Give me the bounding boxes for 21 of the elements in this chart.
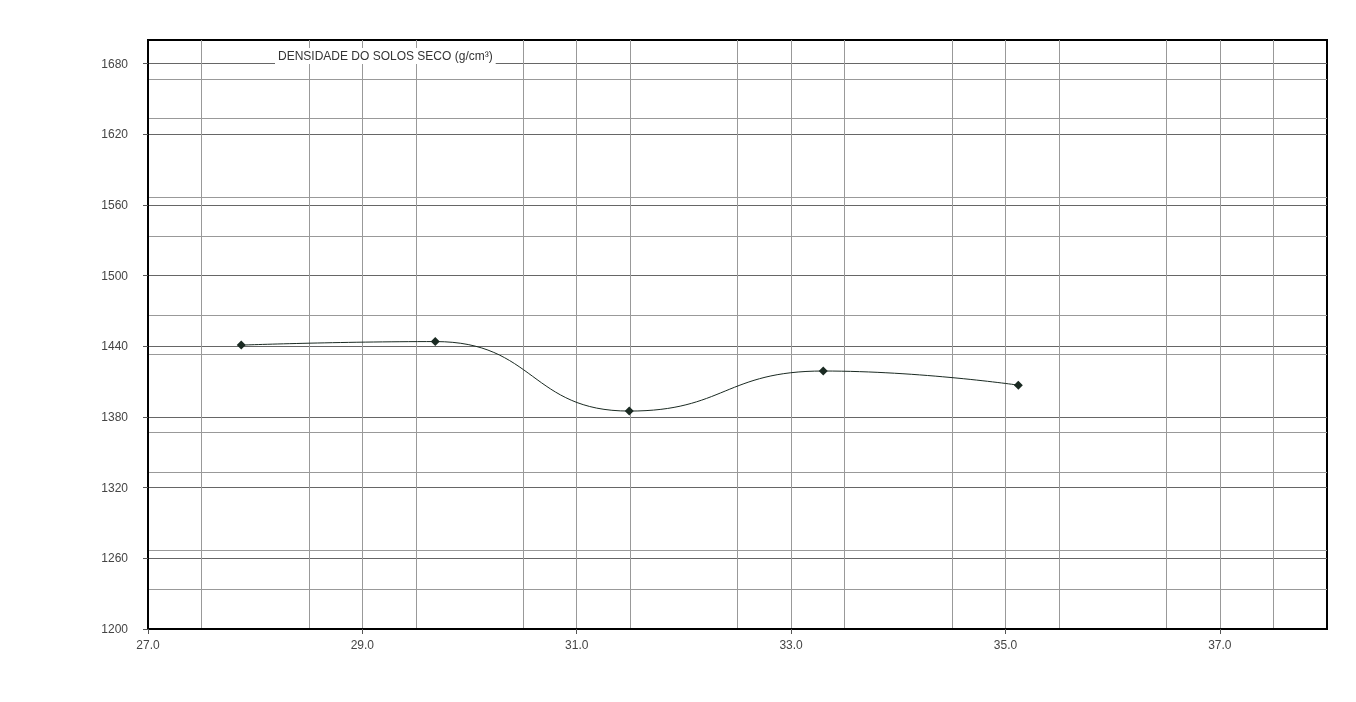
y-tick-label: 1440 (101, 339, 129, 354)
x-tick-label: 29.0 (350, 638, 375, 652)
y-tick-label: 1680 (101, 56, 129, 71)
y-tick-label: 1560 (101, 197, 129, 212)
text: DENSIDADE DO SOLOS SECO (g/cm³) (278, 49, 493, 63)
y-tick-label: 1500 (101, 268, 129, 283)
point (236, 340, 246, 350)
x-tick-label: 27.0 (136, 638, 160, 652)
point (624, 406, 634, 416)
y-tick-label: 1200 (101, 622, 129, 636)
y-tick-label: 1620 (101, 127, 129, 142)
x-tick-label: 33.0 (779, 638, 804, 652)
point (1013, 380, 1023, 390)
x-tick-label: 31.0 (565, 638, 589, 652)
y-tick-label: 1380 (101, 409, 129, 424)
x-tick-label: 35.0 (993, 638, 1018, 652)
point (818, 366, 828, 376)
y-tick-label: 1320 (101, 480, 129, 495)
y-tick-label: 1260 (101, 551, 129, 566)
x-tick-label: 37.0 (1208, 638, 1232, 652)
point (430, 337, 440, 347)
